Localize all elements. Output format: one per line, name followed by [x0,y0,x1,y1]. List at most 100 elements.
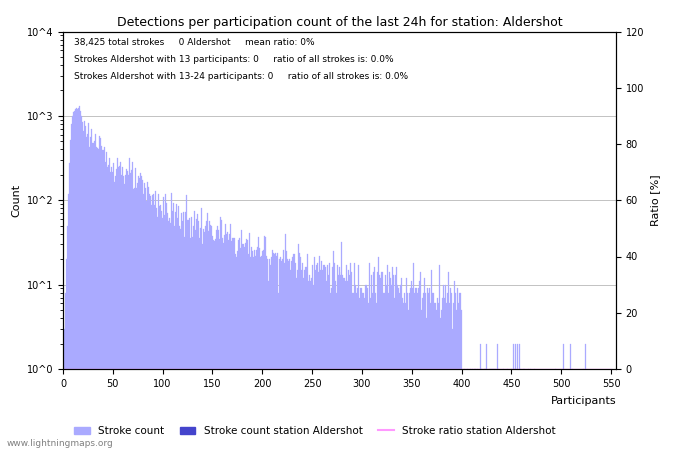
Bar [107,166,108,450]
Bar [252,251,253,450]
Bar [147,182,148,450]
Bar [153,194,154,450]
Bar [246,238,247,450]
Bar [259,248,260,450]
Bar [514,369,515,450]
Bar [195,230,196,450]
Bar [290,261,292,450]
Bar [212,236,213,450]
Bar [90,137,92,450]
Bar [198,221,199,450]
Bar [370,298,372,450]
Bar [80,111,81,450]
Bar [306,267,307,450]
Bar [178,206,179,450]
Bar [211,225,212,450]
Bar [161,211,162,450]
Bar [572,369,573,450]
Bar [112,172,113,450]
Y-axis label: Count: Count [11,184,21,217]
Bar [524,369,525,450]
Bar [123,176,125,450]
Bar [398,288,399,450]
Bar [114,182,116,450]
Bar [457,288,458,450]
Bar [152,195,153,450]
Bar [450,288,451,450]
Bar [321,270,323,450]
Bar [349,275,351,450]
Bar [196,219,197,450]
Bar [267,259,268,450]
Title: Detections per participation count of the last 24h for station: Aldershot: Detections per participation count of th… [117,16,562,29]
Bar [256,250,257,450]
Bar [239,238,240,450]
Bar [207,213,208,450]
Bar [490,369,491,450]
Bar [459,293,460,450]
Bar [278,293,279,450]
Bar [233,238,234,450]
Bar [67,225,69,450]
Bar [183,212,184,450]
Bar [391,284,392,450]
Bar [424,278,425,450]
Bar [435,303,436,450]
Bar [494,369,495,450]
Bar [285,234,286,450]
Bar [408,310,409,450]
Bar [472,369,473,450]
Bar [268,281,269,450]
Bar [347,281,349,450]
Bar [141,176,142,450]
Bar [134,188,135,450]
Bar [443,284,444,450]
Bar [130,173,132,450]
Bar [328,263,330,450]
Bar [174,225,175,450]
Bar [120,162,121,450]
Bar [139,178,140,450]
Bar [136,188,137,450]
Bar [204,232,205,450]
Bar [272,250,273,450]
Bar [311,278,312,450]
Bar [245,243,246,450]
Bar [503,369,504,450]
Bar [412,288,413,450]
Bar [146,201,147,450]
Bar [519,344,520,450]
Bar [342,275,344,450]
Bar [97,148,99,450]
Bar [415,288,416,450]
Bar [353,293,354,450]
Bar [422,298,423,450]
Bar [102,150,104,450]
Bar [250,257,251,450]
Bar [384,293,385,450]
Bar [241,230,242,450]
Bar [205,226,206,450]
Bar [254,250,255,450]
Bar [173,203,174,450]
Bar [138,176,139,450]
Bar [480,344,481,450]
Bar [83,130,85,450]
Bar [118,167,119,450]
Bar [180,229,181,450]
Bar [162,218,163,450]
Bar [326,265,328,450]
Bar [419,281,420,450]
Bar [86,137,88,450]
Bar [410,288,411,450]
Bar [451,293,452,450]
Bar [167,213,168,450]
Bar [81,116,83,450]
Bar [515,344,516,450]
Bar [217,225,218,450]
Bar [132,162,133,450]
Bar [430,303,431,450]
Bar [433,293,434,450]
Bar [71,124,73,450]
Bar [238,240,239,450]
